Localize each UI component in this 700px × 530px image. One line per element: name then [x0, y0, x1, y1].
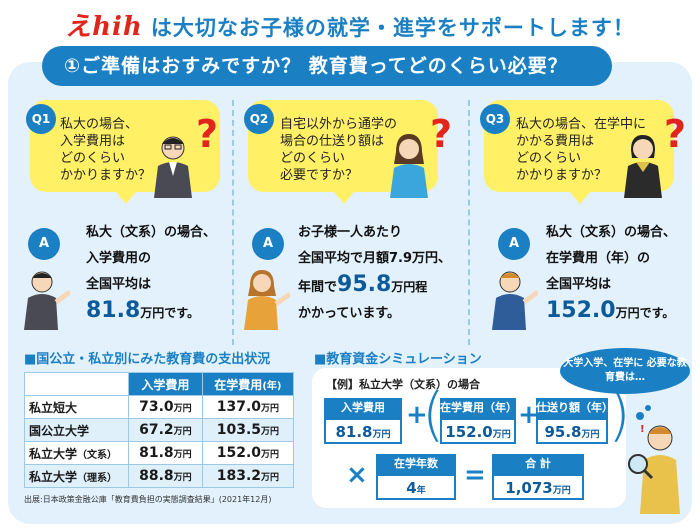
cell-tuition: 183.2万円	[201, 464, 295, 488]
advisor-woman-illustration	[244, 270, 290, 330]
column-divider	[468, 100, 470, 345]
sim-entry-cost: 入学費用 81.8万円	[324, 398, 402, 444]
thought-bubble: 大学入学、在学に 必要な教育費は…	[560, 348, 690, 394]
answer-badge: A	[28, 228, 60, 260]
cell-tuition: 103.5万円	[201, 418, 295, 442]
svg-text:!: !	[640, 424, 645, 435]
times-sign: ×	[346, 460, 368, 490]
answer-badge: A	[252, 228, 284, 260]
woman-thinking-illustration	[390, 134, 428, 198]
question-mark-icon: ?	[430, 112, 453, 156]
sim-years: 在学年数 4年	[376, 454, 456, 500]
question-text: 自宅以外から通学の 場合の仕送り額は どのくらい 必要ですか？	[280, 117, 398, 183]
close-paren: )	[608, 380, 631, 448]
sim-total: 合 計 1,073万円	[492, 454, 584, 500]
question-mark-icon: ?	[664, 112, 687, 156]
cell-tuition: 137.0万円	[201, 395, 295, 419]
plus-sign: +	[406, 400, 428, 430]
question-badge: Q3	[480, 104, 510, 134]
table-row: 国公立大学 67.2万円 103.5万円	[24, 418, 295, 442]
expense-table: 入学費用 在学費用(年) 私立短大 73.0万円 137.0万円 国公立大学 6…	[24, 372, 295, 488]
equals-sign: =	[464, 460, 486, 490]
page-headline: えhih は大切なお子様の就学・進学をサポートします！	[0, 6, 700, 43]
answer-text: 私大（文系）の場合、 在学費用（年）の 全国平均は 152.0万円です。	[546, 225, 677, 323]
simulation-example: 【例】私立大学（文系）の場合	[326, 378, 480, 391]
plus-sign: +	[518, 400, 540, 430]
man-with-magnifier-illustration: !	[628, 405, 680, 514]
cell-tuition: 152.0万円	[201, 441, 295, 465]
answer-text: お子様一人あたり 全国平均で月額7.9万円、 年間で95.8万円程 かかっています…	[298, 225, 452, 321]
cell-entry: 81.8万円	[128, 441, 203, 465]
row-label: 私立大学（文系）	[24, 441, 129, 465]
advisor-illustration	[24, 271, 70, 330]
advisor-illustration	[492, 271, 538, 330]
row-label: 私立短大	[24, 395, 129, 419]
table-row: 私立短大 73.0万円 137.0万円	[24, 395, 295, 419]
question-badge: Q2	[244, 104, 274, 134]
mother-thinking-illustration	[624, 135, 662, 198]
row-label: 私立大学（理系）	[24, 464, 129, 488]
row-label: 国公立大学	[24, 418, 129, 442]
answer-text: 私大（文系）の場合、 入学費用の 全国平均は 81.8万円です。	[86, 225, 217, 323]
cell-entry: 88.8万円	[128, 464, 203, 488]
column-header-tuition: 在学費用(年)	[201, 372, 295, 396]
sim-allowance-cost: 仕送り額（年） 95.8万円	[536, 398, 613, 444]
cell-entry: 73.0万円	[128, 395, 203, 419]
question-text: 私大の場合、在学中に かかる費用は どのくらい かかりますか？	[516, 117, 647, 183]
simulation-heading: ■教育資金シミュレーション	[314, 352, 482, 367]
open-paren: (	[422, 380, 445, 448]
table-row: 私立大学（文系） 81.8万円 152.0万円	[24, 441, 295, 465]
answer-badge: A	[498, 228, 530, 260]
brand-logo: えhih	[65, 12, 143, 42]
source-note: 出展:日本政策金融公庫「教育費負担の実態調査結果」(2021年12月)	[24, 495, 272, 504]
man-thinking-illustration	[154, 136, 192, 198]
cell-entry: 67.2万円	[128, 418, 203, 442]
section-banner: ①ご準備はおすみですか？ 教育費ってどのくらい必要？	[42, 46, 612, 86]
question-badge: Q1	[26, 104, 56, 134]
sim-tuition-cost: 在学費用（年） 152.0万円	[440, 398, 517, 444]
question-mark-icon: ?	[196, 112, 219, 156]
column-divider	[232, 100, 234, 345]
column-header-entry: 入学費用	[128, 372, 203, 396]
table-row: 私立大学（理系） 88.8万円 183.2万円	[24, 464, 295, 488]
question-text: 私大の場合、 入学費用は どのくらい かかりますか？	[60, 117, 152, 183]
table-corner	[24, 372, 129, 396]
table-heading: ■国公立・私立別にみた教育費の支出状況	[24, 352, 271, 367]
headline-text: は大切なお子様の就学・進学をサポートします！	[150, 16, 635, 40]
